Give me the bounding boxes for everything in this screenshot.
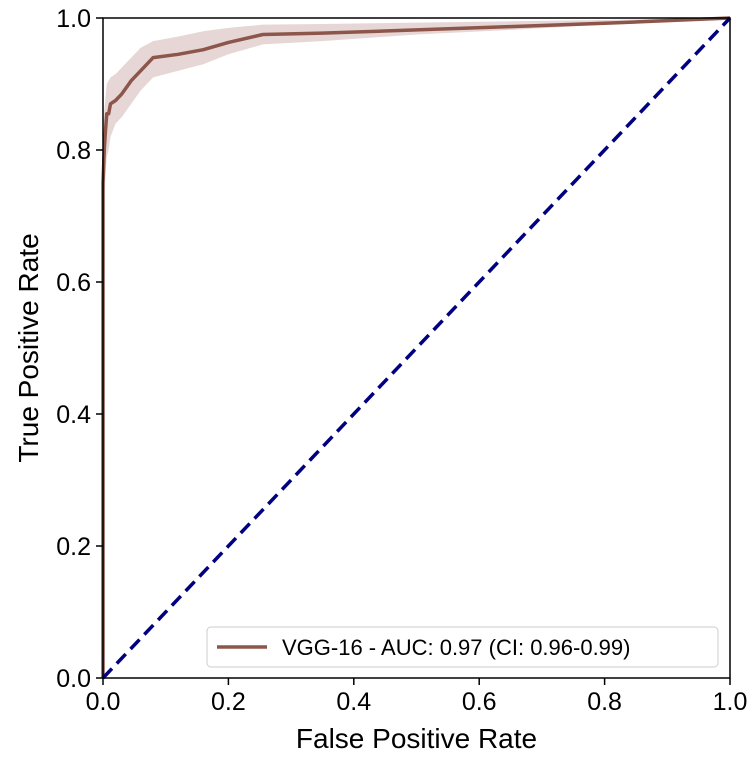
legend-label: VGG-16 - AUC: 0.97 (CI: 0.96-0.99) xyxy=(282,635,630,660)
line-layer xyxy=(101,16,732,680)
reference-diagonal-line xyxy=(101,16,732,680)
x-tick-label-3: 0.6 xyxy=(462,688,497,716)
series-line-0 xyxy=(101,16,731,678)
x-axis-label: False Positive Rate xyxy=(296,723,537,754)
y-tick-label-1: 0.2 xyxy=(56,533,91,561)
x-tick-label-5: 1.0 xyxy=(713,688,748,716)
y-tick-label-5: 1.0 xyxy=(56,5,91,33)
y-tick-label-3: 0.6 xyxy=(56,269,91,297)
y-tick-label-4: 0.8 xyxy=(56,137,91,165)
y-axis-label: True Positive Rate xyxy=(13,233,44,462)
legend: VGG-16 - AUC: 0.97 (CI: 0.96-0.99) xyxy=(206,626,719,668)
legend-box xyxy=(206,626,719,668)
x-tick-label-0: 0.0 xyxy=(86,688,121,716)
x-tick-label-2: 0.4 xyxy=(336,688,371,716)
y-tick-label-0: 0.0 xyxy=(56,665,91,693)
y-tick-label-2: 0.4 xyxy=(56,401,91,429)
plot-frame xyxy=(102,17,731,679)
x-tick-label-4: 0.8 xyxy=(587,688,622,716)
tick-layer: 0.0 0.2 0.4 0.6 0.8 1.0 0.0 0.2 0.4 0.6 0.8 1.0 xyxy=(56,5,747,716)
x-tick-label-1: 0.2 xyxy=(211,688,246,716)
